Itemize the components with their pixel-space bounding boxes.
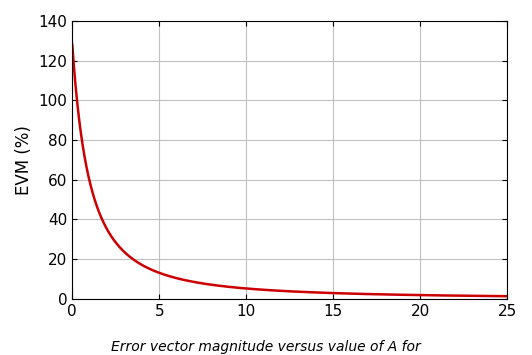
Y-axis label: EVM (%): EVM (%)	[15, 125, 33, 195]
Text: Error vector magnitude versus value of A for: Error vector magnitude versus value of A…	[111, 340, 421, 354]
